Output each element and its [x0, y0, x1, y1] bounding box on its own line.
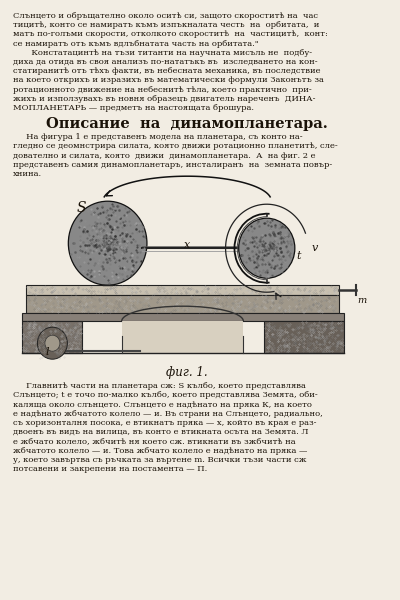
Text: Слънцето и обръщателно около оситѣ си, защото скороститѣ на  час: Слънцето и обръщателно около оситѣ си, з…: [13, 12, 318, 20]
Polygon shape: [122, 321, 243, 353]
Text: на което открихъ и изразихъ въ математически формули Законътъ за: на което открихъ и изразихъ въ математич…: [13, 76, 324, 85]
Text: МОПЛАНЕТАРЬ — предметъ на настоящата брошура.: МОПЛАНЕТАРЬ — предметъ на настоящата бро…: [13, 104, 254, 112]
Text: Главнитѣ части на планетара сж: S кълбо, което представлява: Главнитѣ части на планетара сж: S кълбо,…: [13, 382, 306, 390]
Circle shape: [38, 327, 67, 359]
Text: фuг. 1.: фuг. 1.: [166, 366, 208, 379]
Text: v: v: [312, 243, 318, 253]
Text: каляща около слънцето. Слънцето е надѣнато на пряка К, на което: каляща около слънцето. Слънцето е надѣна…: [13, 401, 312, 409]
Text: статиранитѣ отъ тѣхъ факти, въ небесната механика, въ последствие: статиранитѣ отъ тѣхъ факти, въ небесната…: [13, 67, 321, 75]
Text: е жбчато колело, жбчитѣ ня което сж. втикнати въ зжбчитѣ на: е жбчато колело, жбчитѣ ня което сж. вти…: [13, 437, 296, 445]
Text: m: m: [358, 296, 367, 305]
Text: Описание  на  динамопланетара.: Описание на динамопланетара.: [46, 117, 328, 131]
Text: у, което завъртва съ ръчката за въртене m. Всички тъзи части сж: у, което завъртва съ ръчката за въртене …: [13, 456, 307, 464]
Text: хнина.: хнина.: [13, 170, 42, 178]
Polygon shape: [26, 285, 339, 295]
Text: диха да отида въ своя анализъ по-нататъкъ въ  изследването на кон-: диха да отида въ своя анализъ по-нататък…: [13, 58, 318, 66]
Text: съ хоризонталня посока, е втикнатъ пряка — х, който въ края е раз-: съ хоризонталня посока, е втикнатъ пряка…: [13, 419, 317, 427]
Circle shape: [68, 201, 147, 285]
Polygon shape: [22, 313, 344, 321]
Circle shape: [45, 335, 60, 351]
Text: Констатацинтѣ на тъзи титанти на научната мисъль не  подбу-: Констатацинтѣ на тъзи титанти на научнат…: [13, 49, 312, 57]
Polygon shape: [26, 295, 339, 313]
Text: потсавени и закрепени на постамента — П.: потсавени и закрепени на постамента — П.: [13, 465, 207, 473]
Text: S: S: [77, 201, 86, 215]
Text: На фигура 1 е представенъ модела на планетара, съ конто на-: На фигура 1 е представенъ модела на план…: [13, 133, 303, 141]
Text: l: l: [46, 347, 50, 357]
Text: Слънцето; t е точо по-малко кълбо, което представлява Земята, оби-: Слънцето; t е точо по-малко кълбо, което…: [13, 391, 318, 400]
Text: жихъ и използувахъ въ новня образецъ двигатель нареченъ  ДИНА-: жихъ и използувахъ въ новня образецъ дви…: [13, 95, 316, 103]
Text: ротационното движение на небеснитѣ тѣла, което практично  при-: ротационното движение на небеснитѣ тѣла,…: [13, 86, 312, 94]
Polygon shape: [22, 321, 82, 353]
Text: дователно и силата, която  движи  динамопланетара.  А  на фиг. 2 е: дователно и силата, която движи динамопл…: [13, 152, 316, 160]
Text: тицитѣ, конто се намиратъ къмъ изпъкналата честь  на  орбитата,  и: тицитѣ, конто се намиратъ къмъ изпъкнала…: [13, 21, 320, 29]
Circle shape: [239, 218, 295, 278]
Text: x: x: [184, 240, 190, 250]
Text: е надѣнато жбчатото колело — и. Въ страни на Слънцето, радиально,: е надѣнато жбчатото колело — и. Въ стран…: [13, 410, 323, 418]
Text: гледно се деомнстрира силата, която движи ротационно планетитѣ, сле-: гледно се деомнстрира силата, която движ…: [13, 142, 338, 151]
Text: жбчатото колело — и. Това жбчато колело е надѣнато на пряка —: жбчатото колело — и. Това жбчато колело …: [13, 446, 308, 455]
Text: се намиратъ отъ къмъ вдлъбнатата часть на орбитата.": се намиратъ отъ къмъ вдлъбнатата часть н…: [13, 40, 259, 47]
Text: t: t: [297, 251, 301, 261]
Text: матъ по-голъми скорости, отколкото скороститѣ  на  частицитѣ,  конт:: матъ по-голъми скорости, отколкото скоро…: [13, 31, 328, 38]
Text: представенъ самия динамопланетаръ, инсталиранъ  на  земната повър-: представенъ самия динамопланетаръ, инста…: [13, 161, 332, 169]
Polygon shape: [264, 321, 344, 353]
Text: двоенъ въ видъ на вилица, въ конто е втикната осъта на Земята. Л: двоенъ въ видъ на вилица, въ конто е вти…: [13, 428, 309, 436]
